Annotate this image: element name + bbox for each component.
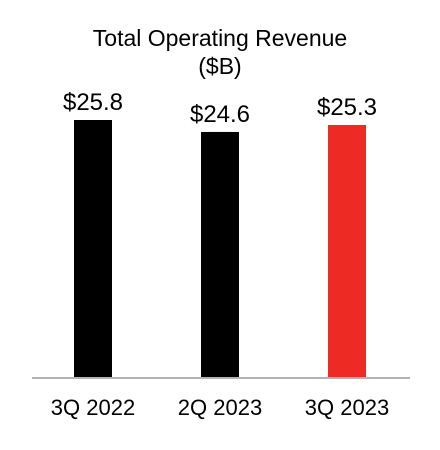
chart-subtitle: ($B) bbox=[198, 53, 242, 79]
bar-2 bbox=[201, 131, 239, 377]
bar-1 bbox=[74, 120, 112, 377]
chart-title: Total Operating Revenue ($B) bbox=[0, 24, 440, 80]
bar-value-label-1: $25.8 bbox=[63, 89, 123, 116]
category-label-2: 2Q 2023 bbox=[178, 395, 262, 420]
category-label-3: 3Q 2023 bbox=[305, 395, 389, 420]
bar-value-label-2: $24.6 bbox=[190, 101, 250, 128]
chart-title-text: Total Operating Revenue bbox=[92, 25, 348, 51]
category-label-1: 3Q 2022 bbox=[51, 395, 135, 420]
bar-value-label-3: $25.3 bbox=[317, 94, 377, 121]
bar-3 bbox=[328, 124, 366, 377]
